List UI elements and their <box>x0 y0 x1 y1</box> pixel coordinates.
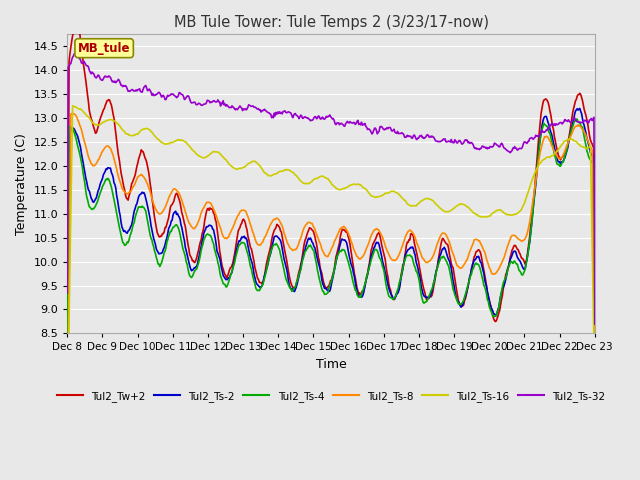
Text: MB_tule: MB_tule <box>78 42 131 55</box>
X-axis label: Time: Time <box>316 358 346 371</box>
Title: MB Tule Tower: Tule Temps 2 (3/23/17-now): MB Tule Tower: Tule Temps 2 (3/23/17-now… <box>173 15 488 30</box>
Y-axis label: Temperature (C): Temperature (C) <box>15 133 28 235</box>
Legend: Tul2_Tw+2, Tul2_Ts-2, Tul2_Ts-4, Tul2_Ts-8, Tul2_Ts-16, Tul2_Ts-32: Tul2_Tw+2, Tul2_Ts-2, Tul2_Ts-4, Tul2_Ts… <box>53 386 609 406</box>
